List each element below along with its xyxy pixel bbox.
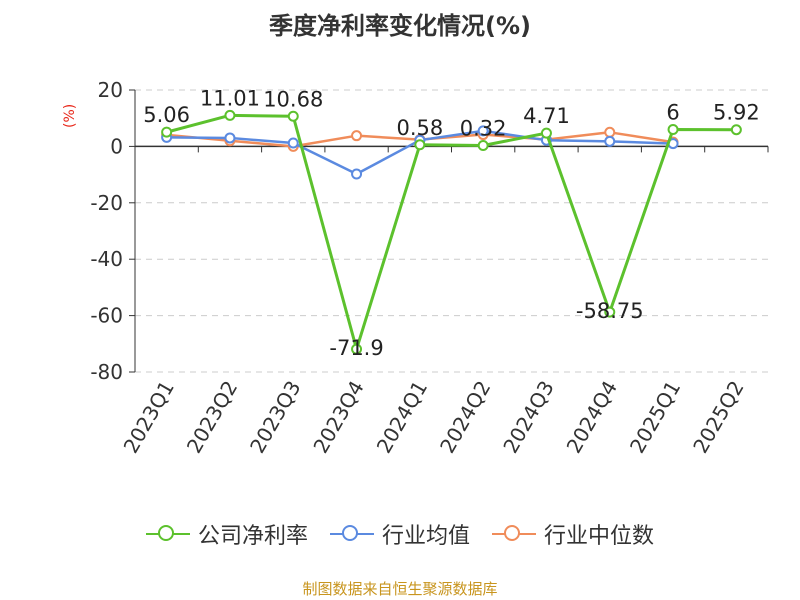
series-point-0 [351,343,363,355]
series-point-0 [161,126,173,138]
data-label: 5.92 [713,101,760,125]
x-tick-label: 2023Q4 [308,377,368,458]
data-label: 6 [666,100,679,124]
legend-company-label: 公司净利率 [197,524,308,549]
y-tick-label: -20 [90,191,123,215]
x-tick-label: 2024Q2 [435,377,495,458]
series-point-2 [604,126,616,138]
series-point-0 [477,139,489,151]
x-tick-label: 2024Q3 [498,377,558,458]
data-label: -71.9 [329,336,383,360]
y-tick-label: 0 [110,134,123,158]
series-point-1 [351,168,363,180]
y-tick-label: 20 [98,78,123,102]
series-point-0 [667,123,679,135]
legend-industry-avg-label: 行业均值 [381,524,470,549]
x-tick-label: 2024Q1 [372,377,432,458]
series-point-0 [287,110,299,122]
series-point-1 [287,137,299,149]
series-point-0 [730,124,742,136]
legend-item-industry-median[interactable]: 行业中位数 [492,518,654,550]
series-point-1 [477,125,489,137]
data-label: 0.58 [396,116,443,140]
legend-industry-avg-marker-icon [329,524,374,544]
data-source-note: 制图数据来自恒生聚源数据库 [302,580,498,598]
series-point-0 [414,139,426,151]
series-point-0 [540,127,552,139]
series-point-1 [604,135,616,147]
chart-title: 季度净利率变化情况(%) [269,12,531,40]
legend-industry-median-marker-icon [492,524,536,544]
y-tick-label: -80 [90,360,123,384]
chart-legend: 公司净利率 行业均值 行业中位数 [0,518,800,550]
legend-item-industry-avg[interactable]: 行业均值 [329,518,470,550]
data-label: 0.32 [460,116,507,140]
x-tick-label: 2023Q2 [182,377,242,458]
data-label: -58.75 [576,299,644,323]
legend-industry-median-label: 行业中位数 [544,524,655,549]
data-label: 4.71 [523,104,570,128]
x-tick-label: 2025Q1 [625,377,685,458]
series-point-2 [351,130,363,142]
y-tick-label: -40 [90,247,123,271]
data-label: 10.68 [263,87,323,111]
x-tick-label: 2025Q2 [688,377,748,458]
x-tick-label: 2023Q3 [245,377,305,458]
legend-company-marker-icon [145,524,190,544]
series-point-0 [224,109,236,121]
x-tick-label: 2024Q4 [562,377,622,458]
data-label: 11.01 [200,86,260,110]
series-point-1 [224,132,236,144]
y-tick-label: -60 [90,304,123,328]
series-point-0 [604,306,616,318]
series-line-0 [166,113,737,351]
data-label: 5.06 [143,103,190,127]
legend-item-company[interactable]: 公司净利率 [145,518,308,550]
x-tick-label: 2023Q1 [119,377,179,458]
